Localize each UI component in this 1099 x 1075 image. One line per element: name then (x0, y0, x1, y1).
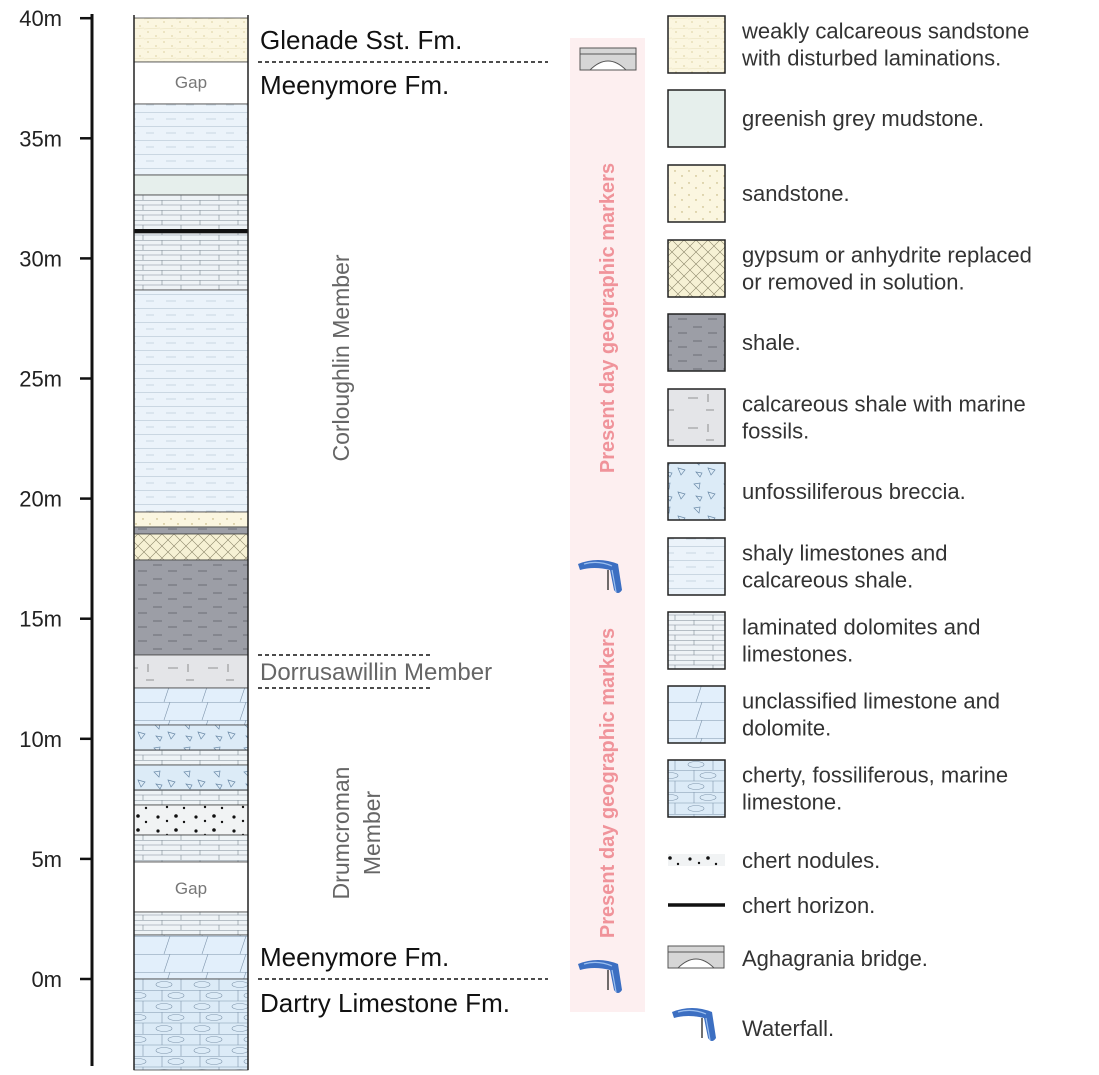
layer (134, 805, 248, 835)
layer (134, 912, 248, 935)
tick-label: 15m (19, 607, 62, 632)
legend-label: cherty, fossiliferous, marine (742, 763, 1008, 788)
layer (134, 512, 248, 527)
formation-label: Meenymore Fm. (260, 942, 449, 972)
layer (134, 765, 248, 790)
legend-swatch (668, 538, 725, 595)
legend-label: with disturbed laminations. (741, 46, 1001, 71)
member-label: Member (359, 790, 385, 875)
column-layers (134, 18, 248, 1070)
formation-label: Dartry Limestone Fm. (260, 988, 510, 1018)
layer (134, 750, 248, 765)
legend-swatch (668, 760, 725, 817)
legend-label: Waterfall. (742, 1016, 834, 1041)
legend-swatch (668, 389, 725, 446)
tick-label: 0m (31, 967, 62, 992)
tick-label: 25m (19, 367, 62, 392)
boundaries (258, 62, 548, 979)
gap-label: Gap (175, 73, 207, 92)
formation-label: Dorrusawillin Member (260, 659, 492, 686)
legend-swatch (668, 165, 725, 222)
layer (134, 688, 248, 725)
legend-label: unclassified limestone and (742, 689, 1000, 714)
tick-label: 35m (19, 126, 62, 151)
layer (134, 534, 248, 560)
legend-swatch (668, 16, 725, 73)
formation-label: Glenade Sst. Fm. (260, 25, 462, 55)
layer (134, 195, 248, 230)
legend-label: or removed in solution. (742, 270, 965, 295)
legend-swatch (668, 946, 724, 968)
tick-label: 30m (19, 246, 62, 271)
legend-label: calcareous shale. (742, 568, 913, 593)
layer (134, 560, 248, 655)
member-label: Corloughlin Member (328, 254, 354, 461)
legend-label: greenish grey mudstone. (742, 106, 984, 131)
legend-label: limestone. (742, 790, 842, 815)
legend-swatch (668, 314, 725, 371)
layer (134, 104, 248, 175)
legend-label: limestones. (742, 642, 853, 667)
legend-label: sandstone. (742, 181, 850, 206)
legend-label: unfossiliferous breccia. (742, 479, 966, 504)
chert-horizon (134, 229, 248, 233)
legend-label: weakly calcareous sandstone (741, 19, 1029, 44)
tick-label: 5m (31, 847, 62, 872)
layer (134, 835, 248, 862)
bridge-icon (580, 48, 636, 70)
legend-label: laminated dolomites and (742, 615, 980, 640)
gap-label: Gap (175, 879, 207, 898)
legend-label: Aghagrania bridge. (742, 946, 928, 971)
legend-swatch (668, 240, 725, 297)
layer (134, 790, 248, 805)
tick-label: 20m (19, 487, 62, 512)
layer (134, 725, 248, 750)
layer (134, 979, 248, 1070)
legend-swatch (668, 854, 725, 866)
legend-label: dolomite. (742, 716, 831, 741)
formation-label: Meenymore Fm. (260, 70, 449, 100)
layer (134, 175, 248, 195)
layer (134, 290, 248, 512)
legend-label: gypsum or anhydrite replaced (742, 243, 1032, 268)
stratigraphic-column: Gap Gap Glenade Sst. Fm. Meenymore Fm. D… (0, 0, 1099, 1075)
marker-band-label: Present day geographic markers (597, 628, 619, 938)
legend-swatch (668, 463, 725, 520)
legend-label: chert nodules. (742, 848, 880, 873)
legend-label: chert horizon. (742, 893, 875, 918)
tick-label: 40m (19, 6, 62, 31)
layer (134, 655, 248, 688)
legend-label: shaly limestones and (742, 541, 947, 566)
member-label: Drumcroman (328, 767, 354, 900)
legend-swatch (668, 686, 725, 743)
layer (134, 233, 248, 290)
layer (134, 527, 248, 534)
legend-swatch (668, 612, 725, 669)
legend-label: shale. (742, 330, 801, 355)
depth-ticks: 0m 5m 10m 15m 20m 25m 30m 35m 40m (19, 6, 92, 992)
layer (134, 18, 248, 62)
layer (134, 935, 248, 979)
legend-swatch (668, 90, 725, 147)
legend-label: fossils. (742, 419, 809, 444)
tick-label: 10m (19, 727, 62, 752)
legend-label: calcareous shale with marine (742, 392, 1026, 417)
marker-band-label: Present day geographic markers (597, 163, 619, 473)
legend-swatch (672, 1008, 716, 1041)
